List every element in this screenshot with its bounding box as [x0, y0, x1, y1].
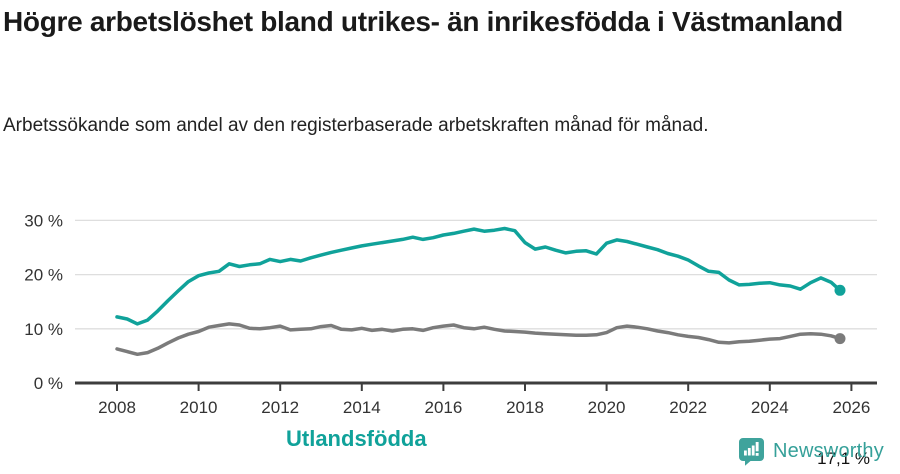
- x-axis-tick-label: 2018: [506, 398, 544, 417]
- y-axis-tick-label: 20 %: [24, 266, 63, 285]
- x-axis-tick-label: 2022: [669, 398, 707, 417]
- series-line: [115, 226, 842, 326]
- series-end-dot: [834, 284, 846, 296]
- x-axis-tick-label: 2026: [832, 398, 870, 417]
- series-line: [115, 322, 842, 357]
- y-axis-tick-label: 30 %: [24, 211, 63, 230]
- newsworthy-logo-icon: [738, 437, 766, 466]
- y-axis-tick-label: 10 %: [24, 320, 63, 339]
- newsworthy-brand-text: Newsworthy: [773, 440, 884, 462]
- x-axis-tick-label: 2010: [180, 398, 218, 417]
- x-axis-tick-label: 2014: [343, 398, 381, 417]
- series-label-utlandsfodda: Utlandsfödda: [286, 426, 427, 451]
- chart-subtitle: Arbetssökande som andel av den registerb…: [3, 115, 709, 136]
- x-axis-tick-label: 2012: [261, 398, 299, 417]
- x-axis-tick-label: 2008: [98, 398, 136, 417]
- end-value-utlandsfodda: 17,1 %: [817, 449, 870, 468]
- chart-area: 0 % 10 % 20 % 30 % 2008 2010 2012 2014 2016 2018 2…: [0, 195, 900, 468]
- unemployment-line-chart: 0 % 10 % 20 % 30 % 2008 2010 2012 2014 2016 2018 2…: [24, 211, 877, 417]
- page-title: Högre arbetslöshet bland utrikes- än inr…: [3, 6, 843, 37]
- series-end-dot: [834, 333, 846, 345]
- x-axis-tick-label: 2024: [751, 398, 789, 417]
- newsworthy-branding: Newsworthy: [738, 437, 884, 466]
- y-axis-tick-label: 0 %: [34, 374, 63, 393]
- x-axis-tick-label: 2016: [424, 398, 462, 417]
- x-axis-tick-label: 2020: [588, 398, 626, 417]
